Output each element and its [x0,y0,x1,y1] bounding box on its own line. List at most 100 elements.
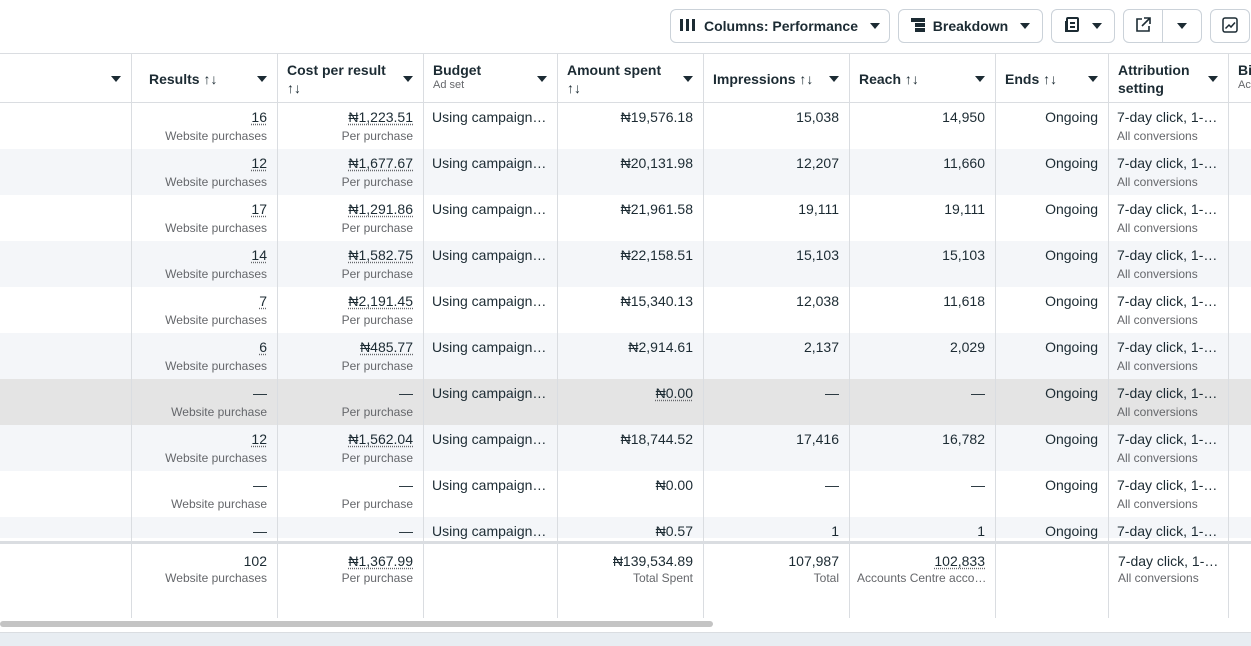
chevron-down-icon[interactable] [829,76,839,82]
table-row[interactable]: 16 Website purchases ₦1,223.51 Per purchase… [0,103,1251,149]
header-ends-label: Ends ↑↓ [1005,71,1058,87]
header-attribution-setting[interactable]: Attribution setting [1108,54,1228,102]
chevron-down-icon[interactable] [975,76,985,82]
chevron-down-icon [1020,23,1031,29]
header-reach-label: Reach ↑↓ [859,71,919,87]
cell-attribution-value: 7-day click, 1-… [1117,155,1218,171]
cell-results-value[interactable]: 14 [251,247,267,263]
cell-attribution-value: 7-day click, 1-… [1117,385,1218,401]
cell-results-value[interactable]: 17 [251,201,267,217]
column-divider [557,54,558,618]
sort-icon: ↑↓ [287,80,301,96]
cell-cost-sub: Per purchase [341,359,413,373]
cell-attribution-value: 7-day click, 1-… [1117,523,1218,539]
cell-amount: ₦0.00 [557,471,703,517]
cell-ends: Ongoing [995,379,1108,425]
header-budget[interactable]: Budget Ad set [423,54,557,102]
cell-ends: Ongoing [995,425,1108,471]
cell-cost-value: — [399,385,413,401]
columns-button[interactable]: Columns: Performance [670,9,890,43]
cell-cost-value[interactable]: ₦1,677.67 [348,155,413,171]
charts-button[interactable] [1210,9,1250,43]
cell-results-sub: Website purchases [165,451,267,465]
table-row[interactable]: — Website purchase — Per purchase Using camp… [0,379,1251,425]
cell-amount-value: ₦18,744.52 [620,431,693,447]
breakdown-button[interactable]: Breakdown [898,9,1043,43]
chevron-down-icon[interactable] [257,76,267,82]
header-name[interactable] [0,54,131,102]
reports-button[interactable] [1051,9,1115,43]
cell-cost-value[interactable]: ₦1,562.04 [348,431,413,447]
totals-cost-value[interactable]: ₦1,367.99 [348,553,413,569]
table-row[interactable]: — Website purchase — Per purchase Using camp… [0,471,1251,517]
cell-ends-value: Ongoing [1045,293,1098,309]
columns-icon [679,18,696,35]
table-row[interactable]: 17 Website purchases ₦1,291.86 Per purchase… [0,195,1251,241]
chevron-down-icon[interactable] [1208,76,1218,82]
table-header: Results ↑↓ Cost per result ↑↓ Budget Ad … [0,54,1251,103]
table-row[interactable]: 14 Website purchases ₦1,582.75 Per purchase… [0,241,1251,287]
export-button[interactable] [1123,9,1163,43]
cell-reach-value: 19,111 [944,201,985,217]
table-row[interactable]: — — Using campaign… ₦0.57 1 1 Ongoing 7-day cli… [0,517,1251,539]
cell-ends: Ongoing [995,471,1108,517]
chevron-down-icon[interactable] [1088,76,1098,82]
cell-reach-value: 15,103 [942,247,985,263]
header-amount-spent[interactable]: Amount spent ↑↓ [557,54,703,102]
cell-cost-value[interactable]: ₦2,191.45 [348,293,413,309]
cell-impressions-value: 15,103 [796,247,839,263]
export-menu-button[interactable] [1162,9,1202,43]
cell-ends-value: Ongoing [1045,109,1098,125]
chevron-down-icon[interactable] [683,76,693,82]
table-row[interactable]: 7 Website purchases ₦2,191.45 Per purchase U… [0,287,1251,333]
cell-attribution: 7-day click, 1-… All conversions [1108,241,1228,287]
cell-cost-value[interactable]: ₦1,223.51 [348,109,413,125]
table-row[interactable]: 6 Website purchases ₦485.77 Per purchase Usi… [0,333,1251,379]
cell-reach-value: 1 [977,523,985,539]
cell-attribution: 7-day click, 1-… All conversions [1108,103,1228,149]
column-divider [423,54,424,618]
horizontal-scrollbar[interactable] [0,618,1251,632]
cell-cost-value[interactable]: ₦485.77 [360,339,413,355]
header-bid[interactable]: Bi Ac [1228,54,1251,102]
column-divider [277,54,278,618]
cell-impressions: — [703,379,849,425]
cell-results-value[interactable]: 16 [251,109,267,125]
header-impressions[interactable]: Impressions ↑↓ [703,54,849,102]
cell-amount-value[interactable]: ₦0.00 [655,385,693,401]
table-row[interactable]: 12 Website purchases ₦1,677.67 Per purchase… [0,149,1251,195]
cell-results-value[interactable]: 12 [251,155,267,171]
totals-reach-value[interactable]: 102,833 [934,553,985,569]
header-budget-sub: Ad set [433,79,465,91]
chevron-down-icon[interactable] [537,76,547,82]
cell-results-value[interactable]: 7 [259,293,267,309]
totals-amount: ₦139,534.89 Total Spent [557,549,703,586]
cell-budget-value: Using campaign… [432,385,547,401]
cell-amount-value: ₦22,158.51 [620,247,693,263]
cell-results-value[interactable]: 12 [251,431,267,447]
cell-reach-value: 11,618 [943,293,985,309]
chevron-down-icon[interactable] [111,76,121,82]
totals-reach: 102,833 Accounts Centre acco… [849,549,995,586]
cell-results-value[interactable]: 6 [259,339,267,355]
scrollbar-thumb[interactable] [0,621,713,627]
cell-impressions-value: 19,111 [798,201,839,217]
cell-cost-value[interactable]: ₦1,291.86 [348,201,413,217]
header-cost-per-result[interactable]: Cost per result ↑↓ [277,54,423,102]
table-row[interactable]: 12 Website purchases ₦1,562.04 Per purchase… [0,425,1251,471]
cell-cost-value[interactable]: ₦1,582.75 [348,247,413,263]
header-impressions-label: Impressions ↑↓ [713,71,814,87]
cell-impressions: — [703,471,849,517]
cell-impressions-value: 12,038 [796,293,839,309]
totals-results: 102 Website purchases [131,549,277,586]
bottom-bar [0,632,1251,646]
cell-attribution: 7-day click, 1-… All conversions [1108,287,1228,333]
cell-impressions: 2,137 [703,333,849,379]
header-reach[interactable]: Reach ↑↓ [849,54,995,102]
header-results[interactable]: Results ↑↓ [131,54,277,102]
cell-cost-value: — [399,523,413,539]
cell-attribution-sub: All conversions [1117,359,1198,373]
chevron-down-icon[interactable] [403,76,413,82]
cell-impressions: 15,103 [703,241,849,287]
header-ends[interactable]: Ends ↑↓ [995,54,1108,102]
